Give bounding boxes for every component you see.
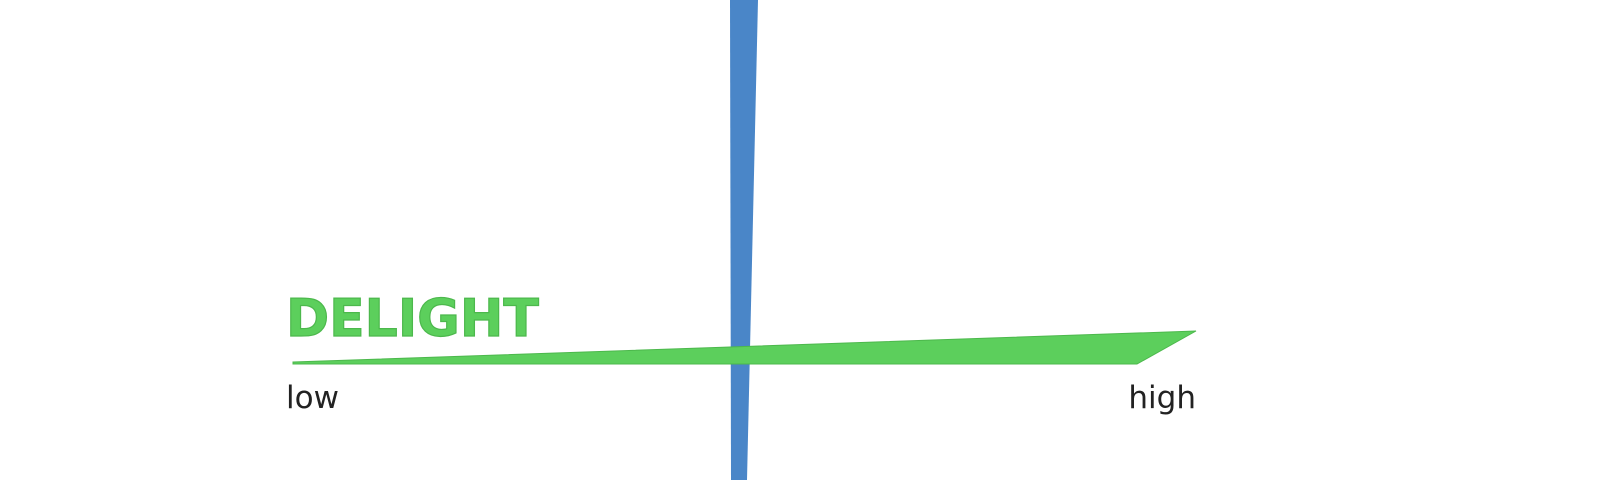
high-label: high: [1128, 380, 1196, 416]
delight-wedge: [292, 330, 1197, 365]
low-label: low: [286, 380, 339, 416]
vertical-axis-bar: [730, 0, 758, 480]
delight-label: DELIGHT: [286, 289, 539, 349]
